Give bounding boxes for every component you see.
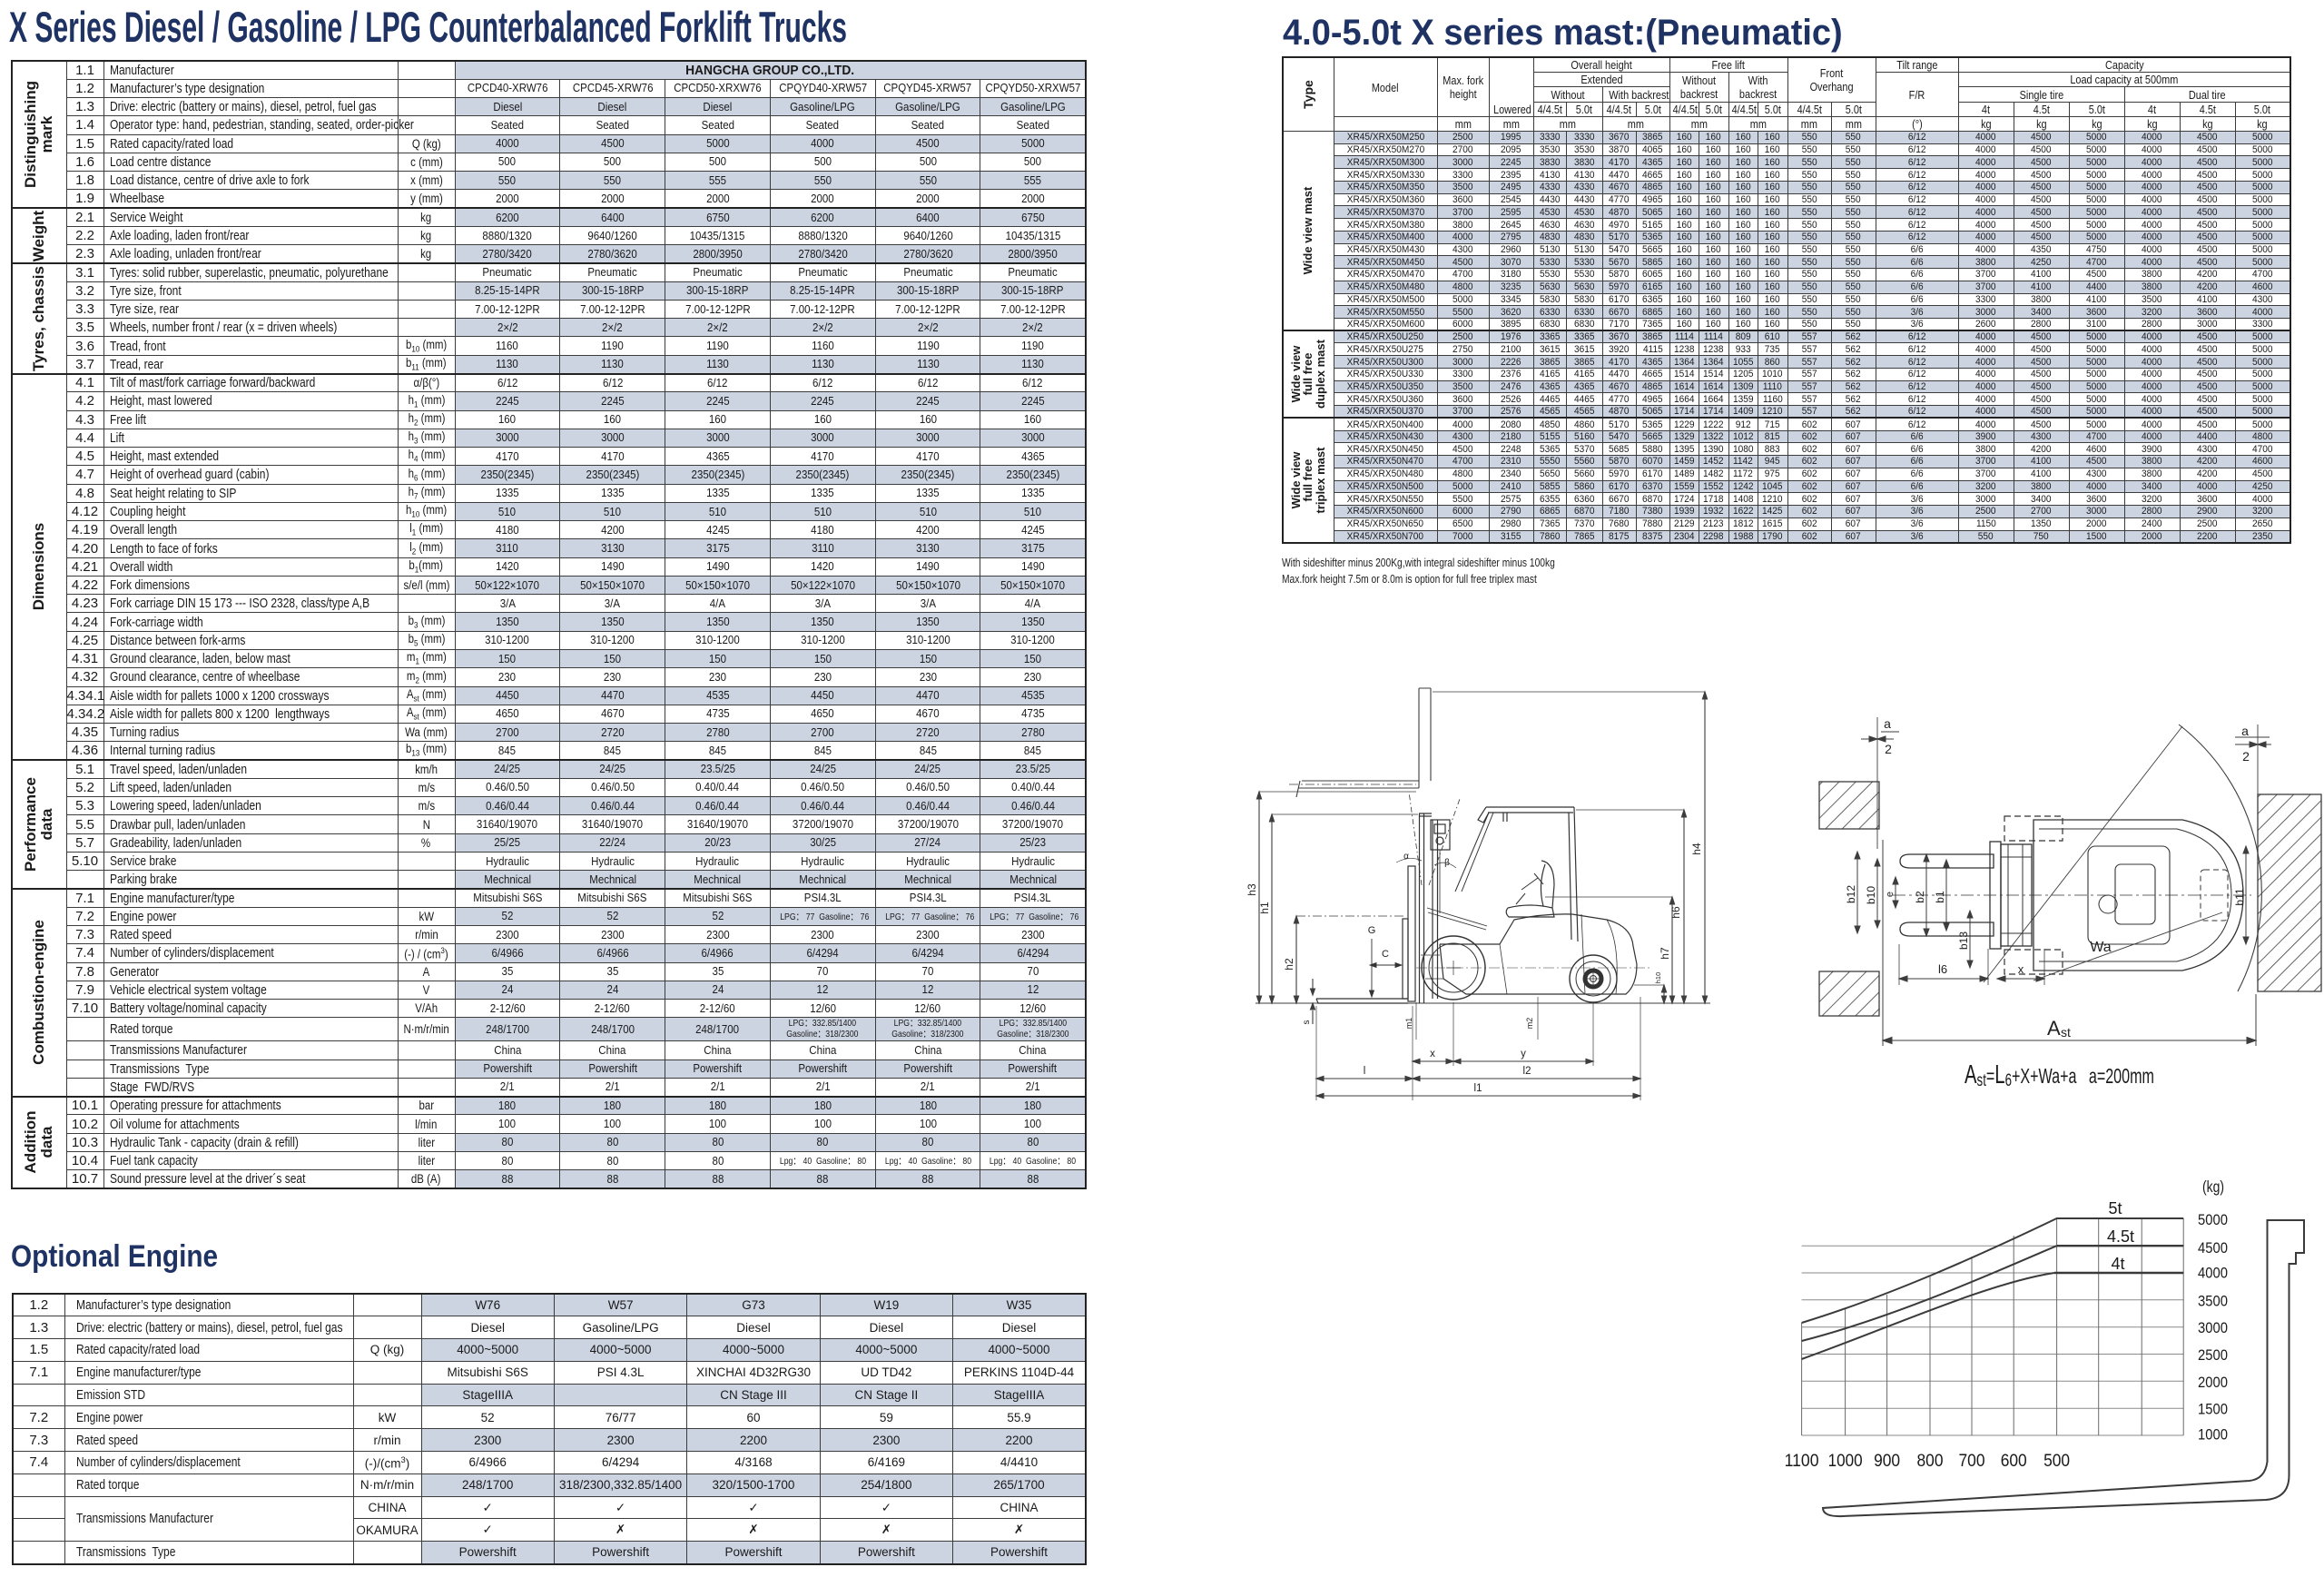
svg-text:h10: h10	[1654, 972, 1662, 984]
svg-text:a: a	[2241, 724, 2249, 738]
svg-text:h7: h7	[1659, 947, 1671, 960]
svg-text:h1: h1	[1258, 902, 1271, 914]
svg-text:h2: h2	[1283, 958, 1295, 971]
svg-text:5t: 5t	[2108, 1199, 2122, 1217]
svg-text:900: 900	[1874, 1452, 1900, 1471]
svg-text:1000: 1000	[1828, 1452, 1863, 1471]
svg-text:α: α	[1403, 852, 1409, 862]
svg-text:b10: b10	[1865, 886, 1877, 904]
svg-text:500: 500	[2043, 1452, 2070, 1471]
svg-text:5000: 5000	[2198, 1211, 2228, 1228]
svg-text:(kg): (kg)	[2202, 1178, 2224, 1196]
svg-text:1000: 1000	[2198, 1426, 2228, 1444]
svg-text:s: s	[1302, 1020, 1312, 1025]
svg-text:b13: b13	[1957, 931, 1970, 950]
svg-text:2000: 2000	[2198, 1374, 2228, 1391]
svg-text:l2: l2	[1523, 1066, 1531, 1077]
svg-text:Wa: Wa	[2090, 940, 2112, 955]
svg-text:4.5t: 4.5t	[2107, 1227, 2134, 1246]
svg-text:h4: h4	[1690, 843, 1703, 855]
svg-text:G: G	[1368, 925, 1376, 936]
svg-text:b12: b12	[1845, 885, 1857, 903]
svg-text:A: A	[2047, 1017, 2061, 1040]
svg-text:b2: b2	[1914, 891, 1926, 903]
svg-text:e: e	[1885, 892, 1896, 897]
svg-text:4500: 4500	[2198, 1239, 2228, 1257]
svg-text:l: l	[1364, 1066, 1366, 1077]
svg-text:600: 600	[2001, 1452, 2027, 1471]
svg-text:2: 2	[1885, 742, 1892, 756]
svg-text:700: 700	[1959, 1452, 1985, 1471]
svg-text:m2: m2	[1525, 1018, 1534, 1030]
svg-text:h6: h6	[1669, 906, 1682, 919]
svg-text:b1: b1	[1934, 891, 1946, 903]
svg-text:4000: 4000	[2198, 1265, 2228, 1282]
svg-text:y: y	[1521, 1049, 1526, 1060]
svg-text:a: a	[1884, 716, 1891, 731]
svg-text:l1: l1	[1474, 1083, 1482, 1094]
svg-text:3000: 3000	[2198, 1319, 2228, 1336]
svg-text:1100: 1100	[1785, 1452, 1819, 1471]
svg-text:h3: h3	[1246, 883, 1258, 896]
svg-text:4t: 4t	[2111, 1255, 2124, 1273]
svg-text:b11: b11	[2233, 888, 2246, 905]
svg-text:800: 800	[1917, 1452, 1944, 1471]
svg-text:3500: 3500	[2198, 1292, 2228, 1309]
svg-text:l6: l6	[1938, 962, 1947, 976]
svg-text:2: 2	[2242, 749, 2250, 764]
svg-text:2500: 2500	[2198, 1346, 2228, 1364]
svg-text:x: x	[2018, 962, 2024, 976]
svg-text:C: C	[1382, 949, 1389, 960]
svg-text:m1: m1	[1404, 1018, 1413, 1030]
svg-text:st: st	[2061, 1025, 2071, 1040]
svg-text:1500: 1500	[2198, 1401, 2228, 1418]
svg-text:x: x	[1430, 1049, 1435, 1060]
